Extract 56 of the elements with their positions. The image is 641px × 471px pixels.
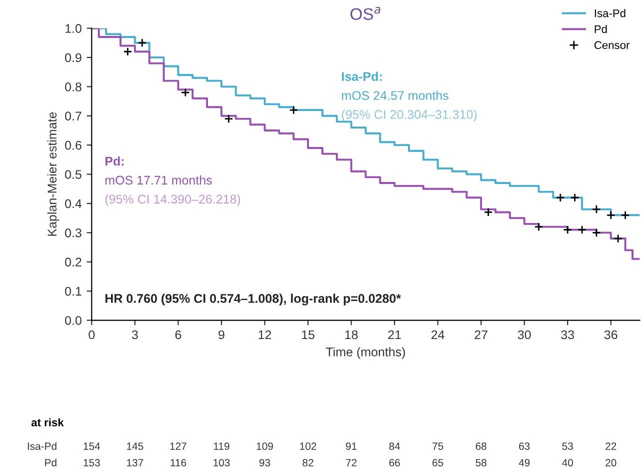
annotation: (95% CI 14.390–26.218) [105, 194, 240, 206]
legend-label: Censor [594, 41, 630, 50]
point [563, 225, 572, 234]
x-tick-label: 33 [561, 330, 574, 340]
x-tick-label: 36 [604, 330, 618, 340]
point [606, 210, 616, 220]
point [578, 225, 587, 234]
x-tick-label: 6 [175, 330, 182, 340]
chart-title: OS$^{a}$ [350, 6, 380, 20]
annotation: mOS 17.71 months [105, 175, 212, 185]
point [570, 193, 580, 202]
x-tick-label: 30 [518, 330, 531, 340]
annotation: Pd: [105, 156, 124, 166]
x-axis-title: Time (months) [326, 347, 405, 359]
y-tick-label: 0.1 [65, 286, 82, 296]
text: Isa-Pd 154 145 127 119 109 102 91 84 75 68 63 53 22 [28, 442, 616, 450]
y-tick-label: 0.3 [65, 228, 82, 238]
y-tick-label: 0.0 [65, 316, 82, 325]
point [224, 114, 234, 124]
y-tick-label: 0.6 [65, 140, 82, 150]
x-tick-label: 24 [431, 330, 444, 340]
text: at risk [31, 418, 64, 426]
legend-label: Isa-Pd [594, 9, 626, 18]
point [180, 88, 190, 98]
y-tick-label: 0.2 [65, 258, 82, 267]
x-tick-label: 12 [258, 330, 272, 340]
x-tick-label: 15 [302, 330, 314, 340]
annotation: HR 0.760 (95% CI 0.574–1.008), log-rank p=0.0280* [105, 294, 401, 306]
y-tick-label: 0.8 [65, 82, 82, 92]
point [123, 47, 132, 56]
legend-label: Pd [594, 24, 607, 34]
x-tick-label: 27 [474, 330, 488, 340]
text: Pd 153 137 116 103 93 82 72 66 65 58 49 40 20 [45, 458, 616, 466]
x-tick-label: 3 [132, 330, 138, 340]
annotation: mOS 24.57 months [342, 90, 448, 100]
point [620, 210, 630, 220]
y-tick-label: 1.0 [66, 24, 82, 33]
point [484, 208, 493, 217]
point [556, 193, 565, 202]
y-tick-label: 0.7 [65, 112, 82, 121]
x-tick-label: 9 [218, 330, 224, 340]
point [592, 228, 601, 238]
point [614, 234, 623, 244]
annotation: (95% CI 20.304–31.310) [342, 110, 477, 122]
point [289, 106, 298, 115]
point [592, 204, 601, 214]
x-tick-label: 0 [88, 330, 95, 340]
x-tick-label: 18 [345, 330, 358, 340]
y-axis-title: Kaplan-Meier estimate [47, 112, 60, 236]
y-tick-label: 0.9 [65, 53, 82, 62]
x-tick-label: 21 [388, 330, 401, 340]
y-tick-label: 0.4 [65, 199, 82, 208]
y-tick-label: 0.5 [65, 170, 82, 179]
point [534, 222, 544, 232]
annotation: Isa-Pd: [342, 72, 382, 81]
point [138, 38, 147, 48]
